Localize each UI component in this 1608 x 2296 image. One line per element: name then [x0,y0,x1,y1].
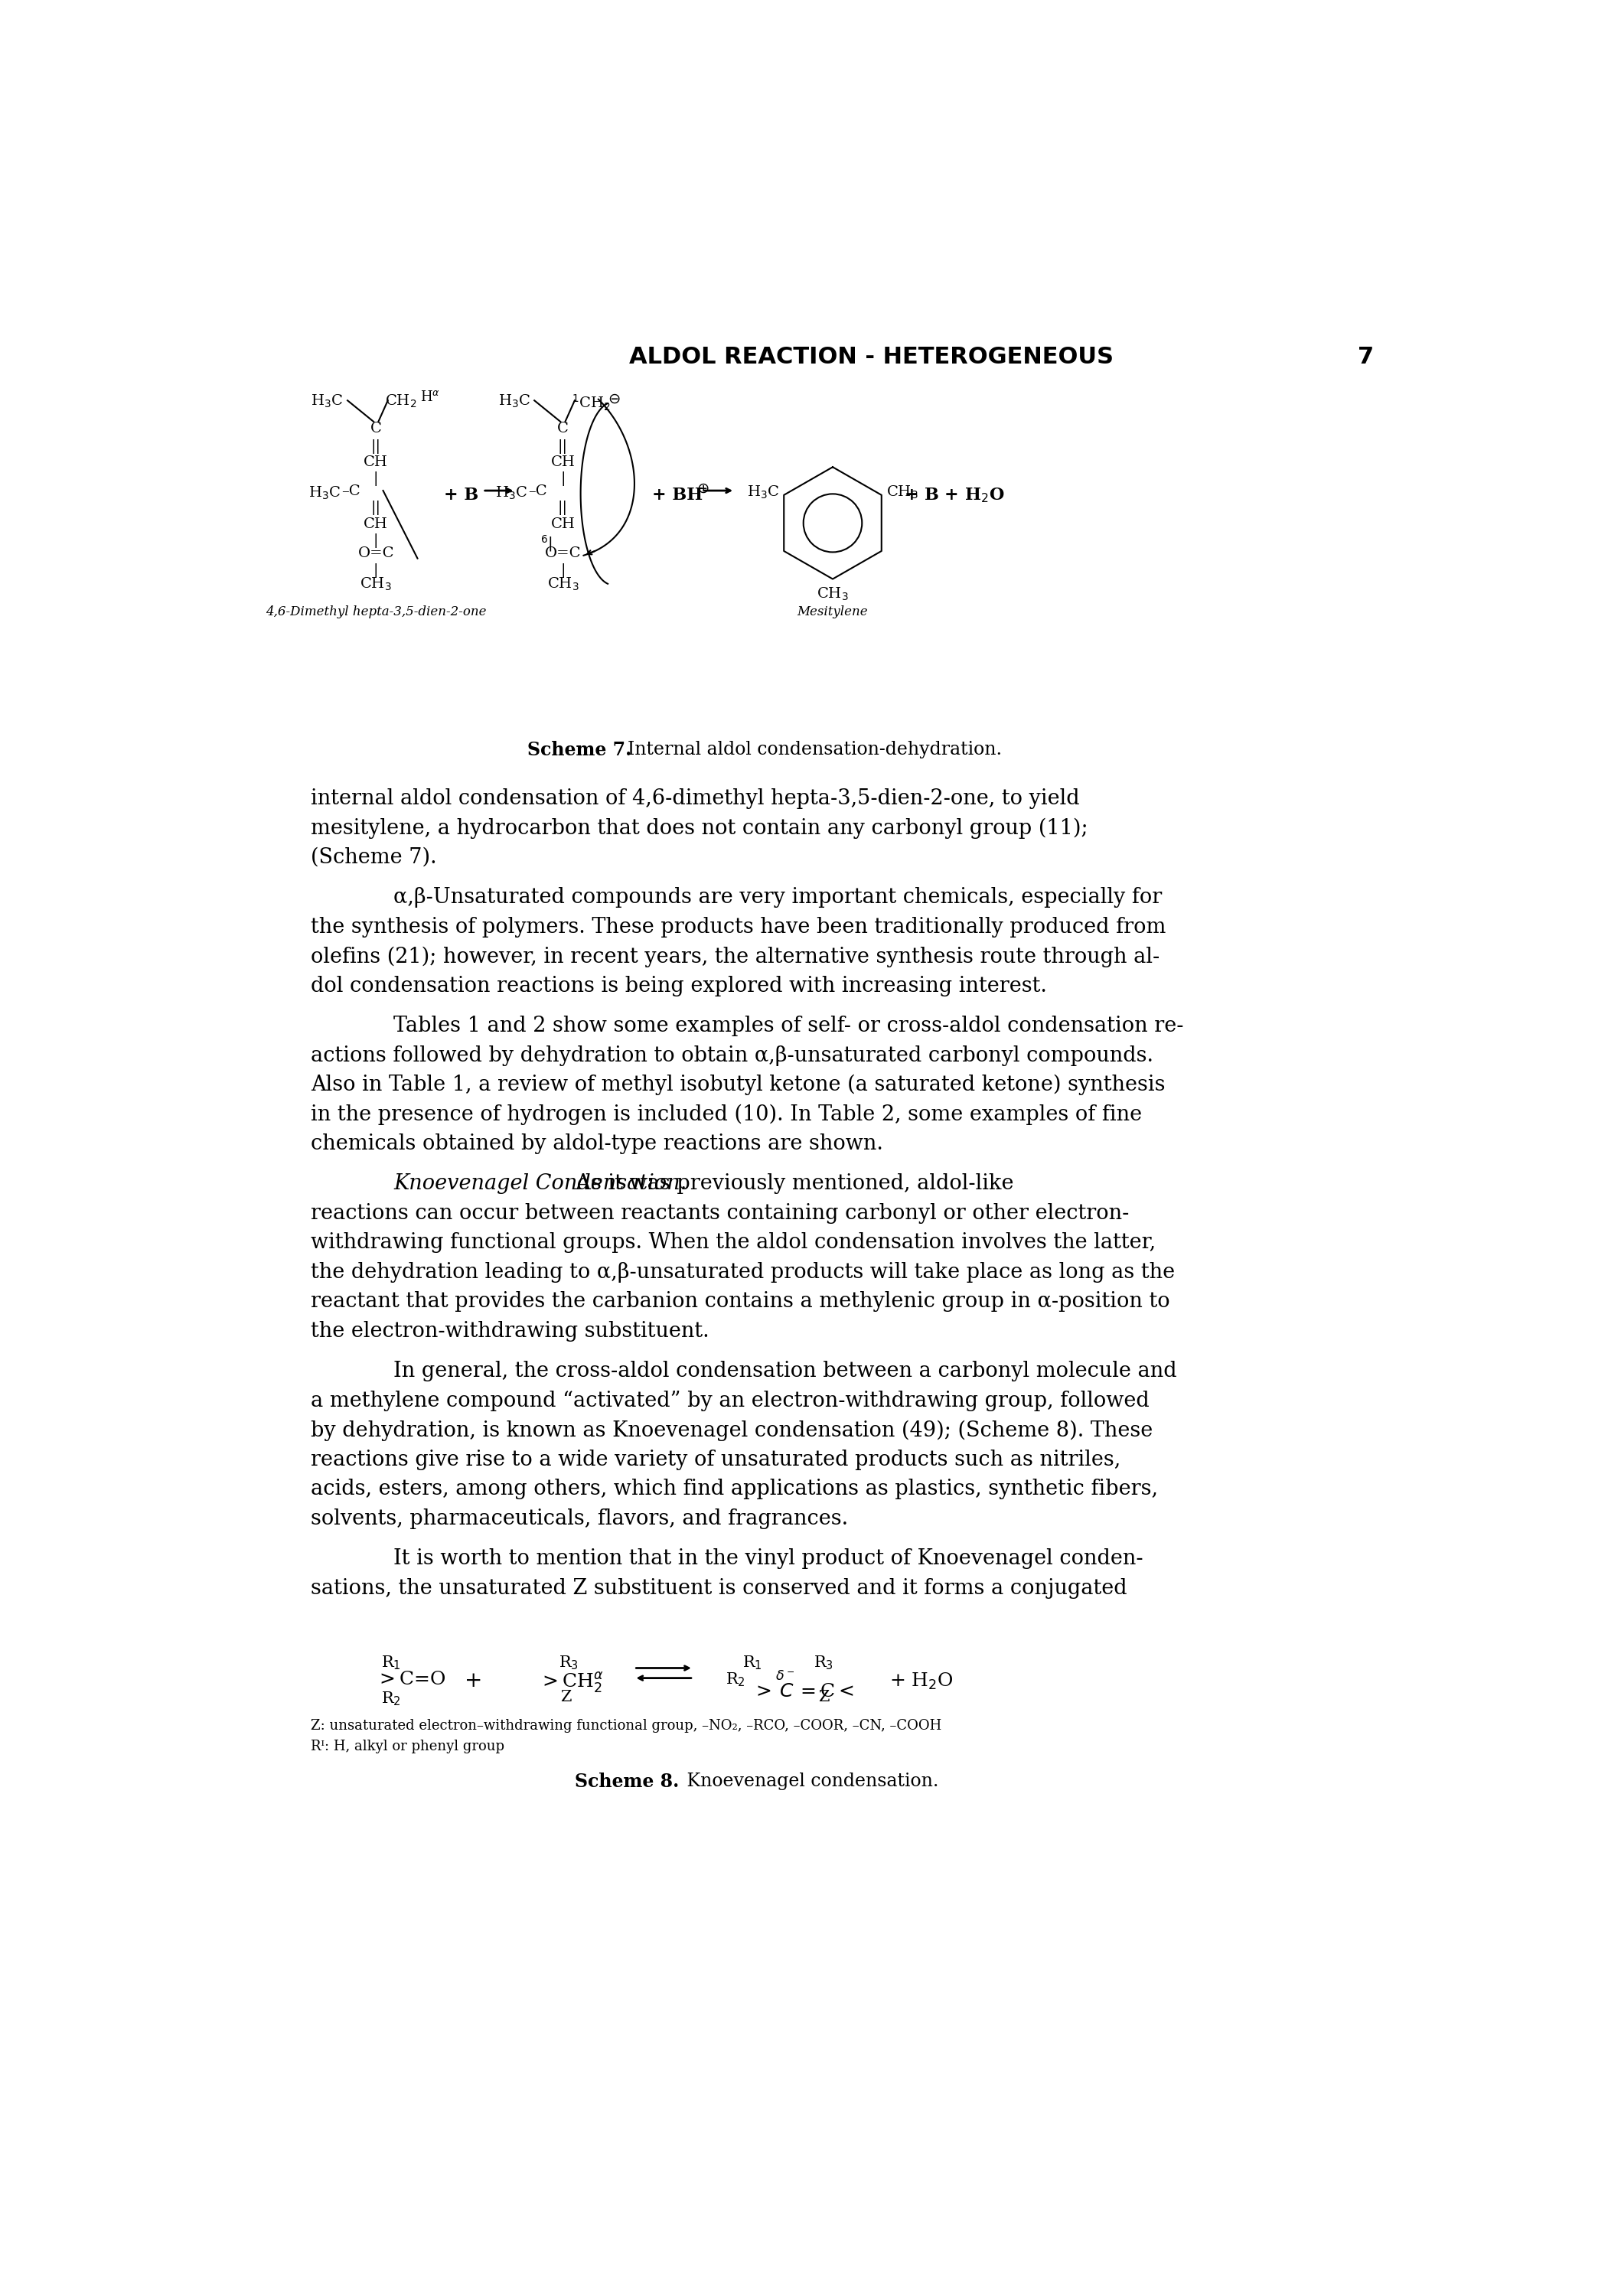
Text: a methylene compound “activated” by an electron-withdrawing group, followed: a methylene compound “activated” by an e… [310,1391,1150,1412]
Text: + H$_2$O: + H$_2$O [889,1671,954,1692]
Text: $>$C=O: $>$C=O [376,1671,445,1688]
Text: C: C [370,422,381,436]
Text: $^1$CH$_2$: $^1$CH$_2$ [572,393,611,413]
Text: (Scheme 7).: (Scheme 7). [310,847,437,868]
Text: Scheme 7.: Scheme 7. [527,742,632,760]
Text: R$_2$: R$_2$ [725,1671,746,1688]
Text: O=C: O=C [359,546,394,560]
Text: H$_3$C: H$_3$C [495,484,527,501]
Text: in the presence of hydrogen is included (10). In Table 2, some examples of fine: in the presence of hydrogen is included … [310,1104,1142,1125]
Text: actions followed by dehydration to obtain α,β-unsaturated carbonyl compounds.: actions followed by dehydration to obtai… [310,1045,1153,1065]
Text: ||: || [371,439,381,455]
Text: CH: CH [363,517,388,530]
Text: the electron-withdrawing substituent.: the electron-withdrawing substituent. [310,1320,709,1341]
Text: Knoevenagel Condensation.: Knoevenagel Condensation. [394,1173,687,1194]
Text: $^6|$: $^6|$ [540,533,552,553]
Text: sations, the unsaturated Z substituent is conserved and it forms a conjugated: sations, the unsaturated Z substituent i… [310,1577,1127,1598]
Text: CH$_3$: CH$_3$ [547,576,579,592]
Text: As it was previously mentioned, aldol-like: As it was previously mentioned, aldol-li… [563,1173,1015,1194]
Text: reactions give rise to a wide variety of unsaturated products such as nitriles,: reactions give rise to a wide variety of… [310,1449,1121,1469]
Text: chemicals obtained by aldol-type reactions are shown.: chemicals obtained by aldol-type reactio… [310,1134,883,1155]
Text: by dehydration, is known as Knoevenagel condensation (49); (Scheme 8). These: by dehydration, is known as Knoevenagel … [310,1419,1153,1442]
Text: Rᴵ: H, alkyl or phenyl group: Rᴵ: H, alkyl or phenyl group [310,1740,505,1754]
Text: + B: + B [444,487,479,503]
Text: CH: CH [363,455,388,468]
Text: Z: Z [560,1690,571,1704]
Text: 7: 7 [1357,347,1373,367]
Text: α,β-Unsaturated compounds are very important chemicals, especially for: α,β-Unsaturated compounds are very impor… [394,886,1163,907]
Text: dol condensation reactions is being explored with increasing interest.: dol condensation reactions is being expl… [310,976,1047,996]
Text: Internal aldol condensation-dehydration.: Internal aldol condensation-dehydration. [616,742,1002,758]
Text: reactions can occur between reactants containing carbonyl or other electron-: reactions can occur between reactants co… [310,1203,1129,1224]
Text: CH$_3$: CH$_3$ [886,484,918,501]
Text: H$_3$C: H$_3$C [746,484,780,501]
Text: CH$_3$: CH$_3$ [360,576,392,592]
Text: olefins (21); however, in recent years, the alternative synthesis route through : olefins (21); however, in recent years, … [310,946,1159,967]
Text: O=C: O=C [545,546,580,560]
Text: solvents, pharmaceuticals, flavors, and fragrances.: solvents, pharmaceuticals, flavors, and … [310,1508,847,1529]
Text: CH: CH [550,517,576,530]
Text: R$_3$: R$_3$ [814,1655,833,1671]
Text: Tables 1 and 2 show some examples of self- or cross-aldol condensation re-: Tables 1 and 2 show some examples of sel… [394,1015,1183,1035]
Text: the synthesis of polymers. These products have been traditionally produced from: the synthesis of polymers. These product… [310,916,1166,937]
Text: Mesitylene: Mesitylene [798,606,868,618]
Text: |: | [373,563,378,579]
Text: R$_2$: R$_2$ [381,1690,400,1708]
Text: ||: || [558,501,568,514]
Text: H$^{\alpha}$: H$^{\alpha}$ [420,390,441,404]
Text: ||: || [371,501,381,514]
Text: –C: –C [341,484,360,498]
Text: reactant that provides the carbanion contains a methylenic group in α-position t: reactant that provides the carbanion con… [310,1290,1171,1311]
Text: the dehydration leading to α,β-unsaturated products will take place as long as t: the dehydration leading to α,β-unsaturat… [310,1263,1175,1283]
Text: Knoevenagel condensation.: Knoevenagel condensation. [669,1773,939,1791]
Text: + BH: + BH [651,487,703,503]
Text: $>$$\overset{\delta^-}{C}$$=$C$<$: $>$$\overset{\delta^-}{C}$$=$C$<$ [753,1671,854,1701]
Text: 4,6-Dimethyl hepta-3,5-dien-2-one: 4,6-Dimethyl hepta-3,5-dien-2-one [265,606,486,618]
Text: H$_3$C: H$_3$C [310,393,344,409]
Text: Scheme 8.: Scheme 8. [574,1773,679,1791]
Text: Z: Z [818,1690,830,1704]
Text: Z: unsaturated electron–withdrawing functional group, –NO₂, –RCO, –COOR, –CN, –C: Z: unsaturated electron–withdrawing func… [310,1720,942,1733]
Text: + B + H$_2$O: + B + H$_2$O [904,487,1005,505]
Text: R$_1$: R$_1$ [743,1655,762,1671]
Text: H$_3$C: H$_3$C [498,393,531,409]
Text: $\ominus$: $\ominus$ [608,393,621,406]
Text: acids, esters, among others, which find applications as plastics, synthetic fibe: acids, esters, among others, which find … [310,1479,1158,1499]
Text: |: | [560,563,566,579]
Text: ALDOL REACTION - HETEROGENEOUS: ALDOL REACTION - HETEROGENEOUS [629,347,1113,367]
Text: In general, the cross-aldol condensation between a carbonyl molecule and: In general, the cross-aldol condensation… [394,1362,1177,1382]
Text: |: | [373,533,378,549]
Text: –C: –C [529,484,547,498]
Text: It is worth to mention that in the vinyl product of Knoevenagel conden-: It is worth to mention that in the vinyl… [394,1548,1143,1568]
Text: internal aldol condensation of 4,6-dimethyl hepta-3,5-dien-2-one, to yield: internal aldol condensation of 4,6-dimet… [310,788,1079,808]
Text: C: C [556,422,569,436]
Text: mesitylene, a hydrocarbon that does not contain any carbonyl group (11);: mesitylene, a hydrocarbon that does not … [310,817,1089,838]
Text: R$_1$: R$_1$ [381,1655,400,1671]
Text: R$_3$: R$_3$ [560,1655,579,1671]
Text: CH$_2$: CH$_2$ [384,393,416,409]
Text: |: | [560,471,566,487]
Text: withdrawing functional groups. When the aldol condensation involves the latter,: withdrawing functional groups. When the … [310,1233,1156,1254]
Text: CH$_3$: CH$_3$ [817,585,849,602]
Text: Also in Table 1, a review of methyl isobutyl ketone (a saturated ketone) synthes: Also in Table 1, a review of methyl isob… [310,1075,1166,1095]
Text: $\oplus$: $\oplus$ [696,482,709,496]
Text: |: | [373,471,378,487]
Text: CH: CH [550,455,576,468]
Text: H$_3$C: H$_3$C [309,484,341,501]
Text: ||: || [558,439,568,455]
Text: $>$CH$_2^\alpha$: $>$CH$_2^\alpha$ [539,1671,605,1694]
Text: +: + [465,1671,482,1692]
